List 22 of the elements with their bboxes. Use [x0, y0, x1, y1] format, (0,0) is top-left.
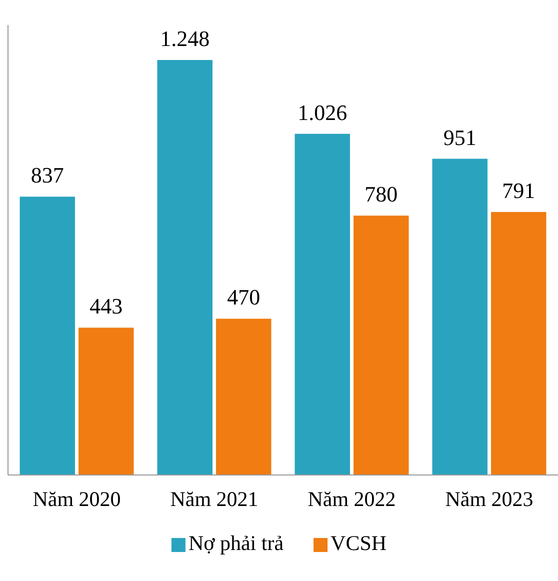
x-tick-label: Năm 2023	[445, 486, 534, 511]
x-tick-label: Năm 2022	[308, 486, 396, 511]
data-label: 837	[30, 162, 64, 188]
data-label: 470	[227, 284, 260, 310]
x-tick-label: Năm 2020	[32, 486, 121, 511]
data-label: 791	[502, 178, 536, 203]
x-tick-label: Năm 2021	[170, 486, 258, 511]
legend-label: Nợ phải trả	[188, 531, 284, 555]
data-label: 1.026	[298, 100, 348, 125]
data-label: 1.248	[160, 26, 210, 51]
data-label: 443	[90, 294, 123, 319]
bar	[294, 134, 350, 475]
bar	[354, 216, 409, 475]
bar	[216, 318, 272, 475]
data-label: 951	[443, 124, 476, 150]
bar	[78, 328, 134, 475]
legend-label: VCSH	[330, 531, 387, 555]
data-label: 780	[364, 182, 398, 207]
bar	[20, 196, 75, 475]
bar	[157, 60, 212, 475]
bar	[491, 212, 546, 475]
bar	[432, 158, 488, 475]
